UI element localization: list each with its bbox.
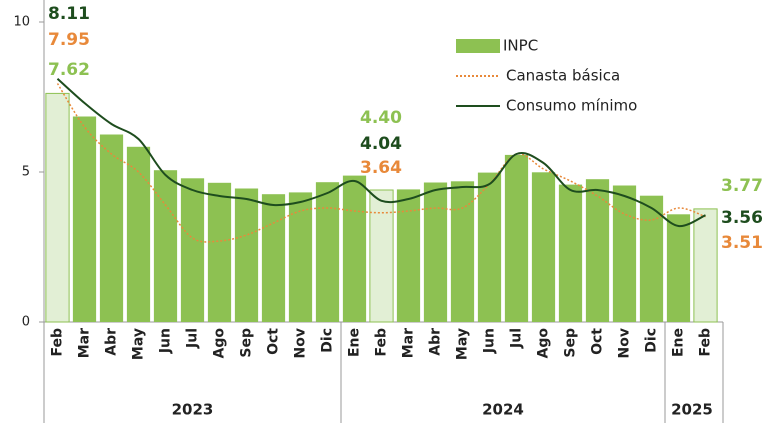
bar	[153, 170, 178, 322]
x-tick-label: Mar	[401, 328, 417, 358]
bar	[180, 178, 205, 322]
x-tick-label: Jun	[158, 328, 174, 354]
x-tick-label: Jun	[482, 328, 498, 354]
line	[56, 83, 706, 243]
bar	[693, 208, 718, 323]
data-label: 8.11	[48, 4, 90, 24]
legend-label: Consumo mínimo	[506, 97, 637, 115]
x-tick-label: Jul	[509, 328, 525, 349]
y-tick-label: 0	[22, 315, 30, 330]
y-tick-label: 10	[13, 15, 30, 30]
data-label: 7.95	[48, 30, 90, 50]
bar	[423, 182, 448, 322]
bar	[207, 182, 232, 322]
bar	[99, 134, 124, 322]
x-tick-label: Oct	[590, 328, 606, 355]
x-tick-label: Ago	[212, 328, 228, 359]
x-tick-label: Nov	[293, 328, 309, 358]
bar	[396, 189, 421, 322]
x-tick-label: Mar	[77, 328, 93, 358]
x-tick-label: May	[131, 328, 147, 360]
bar	[234, 188, 259, 322]
bar	[315, 182, 340, 322]
legend-swatch	[456, 39, 500, 53]
x-tick-label: Dic	[320, 328, 336, 353]
legend-label: Canasta básica	[506, 67, 620, 85]
y-tick-label: 5	[22, 165, 30, 180]
bar	[288, 192, 313, 322]
bar	[639, 195, 664, 322]
x-tick-label: Feb	[374, 328, 390, 357]
x-tick-label: Ene	[347, 328, 363, 357]
bar	[585, 179, 610, 322]
bar	[531, 172, 556, 322]
x-tick-label: Dic	[644, 328, 660, 353]
bar	[342, 175, 367, 322]
x-tick-label: Ago	[536, 328, 552, 359]
data-label: 3.64	[360, 158, 402, 178]
bar	[45, 92, 70, 323]
bar	[126, 146, 151, 322]
bar	[450, 181, 475, 322]
x-tick-label: Feb	[698, 328, 714, 357]
bar	[504, 154, 529, 322]
x-tick-label: Abr	[104, 328, 120, 356]
legend-label: INPC	[503, 37, 538, 55]
x-tick-label: Sep	[563, 328, 579, 358]
data-label: 7.62	[48, 60, 90, 80]
x-tick-label: Feb	[50, 328, 66, 357]
x-tick-label: Nov	[617, 328, 633, 358]
data-label: 4.04	[360, 134, 402, 154]
bar	[72, 116, 97, 322]
year-label: 2023	[172, 401, 214, 419]
bar	[261, 194, 286, 322]
x-tick-label: Oct	[266, 328, 282, 355]
x-tick-label: Ene	[671, 328, 687, 357]
line	[56, 77, 706, 228]
year-label: 2025	[671, 401, 713, 419]
x-tick-label: Abr	[428, 328, 444, 356]
bar	[477, 172, 502, 322]
bar	[369, 189, 394, 323]
bar	[612, 185, 637, 322]
year-label: 2024	[482, 401, 524, 419]
data-label: 4.40	[360, 108, 402, 128]
data-label: 3.56	[721, 208, 763, 228]
x-tick-label: May	[455, 328, 471, 360]
bar	[558, 184, 583, 322]
data-label: 3.77	[721, 176, 763, 196]
bar	[666, 214, 691, 322]
data-label: 3.51	[721, 233, 763, 253]
x-tick-label: Sep	[239, 328, 255, 358]
x-tick-label: Jul	[185, 328, 201, 349]
